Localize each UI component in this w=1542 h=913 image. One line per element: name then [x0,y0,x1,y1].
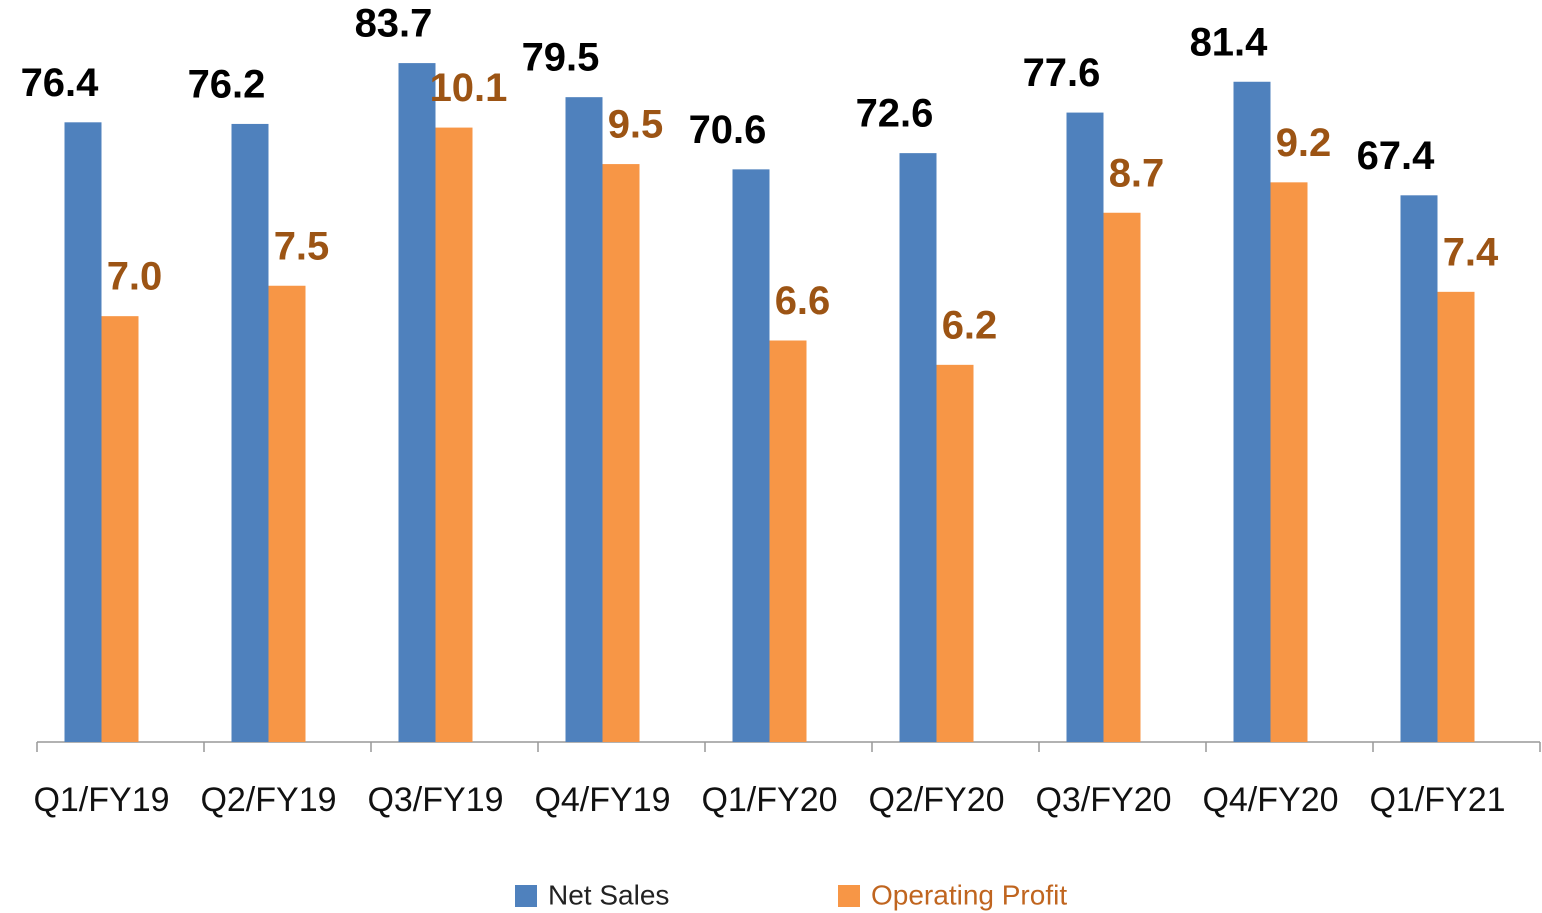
data-label: 6.2 [942,303,998,347]
x-tick-label: Q1/FY21 [1369,781,1505,819]
bar [435,127,473,743]
bar [1400,195,1438,743]
data-label: 9.2 [1276,121,1332,165]
x-tick-label: Q4/FY20 [1202,781,1338,819]
bar [1233,81,1271,742]
x-tick-label: Q3/FY20 [1035,781,1171,819]
data-label: 81.4 [1190,20,1269,64]
bar [64,122,102,743]
x-tick-label: Q1/FY20 [701,781,837,819]
data-label: 7.4 [1443,230,1499,274]
bar [1270,182,1308,743]
bar [565,97,603,742]
data-label: 72.6 [856,92,934,136]
x-tick-label: Q3/FY19 [367,781,503,819]
data-label: 79.5 [522,36,600,80]
data-label: 76.4 [21,61,100,105]
bar [101,316,139,742]
bar [769,340,807,742]
bar [268,285,306,742]
bar [1066,112,1104,743]
x-tick-label: Q2/FY19 [200,781,336,819]
data-label: 10.1 [430,66,508,110]
data-label: 83.7 [355,2,433,46]
data-label: 7.5 [274,224,330,268]
bar [899,153,937,743]
data-label: 70.6 [689,108,767,152]
data-label: 8.7 [1109,151,1165,195]
legend-label: Operating Profit [871,879,1067,910]
data-label: 7.0 [107,255,163,299]
bar [231,123,269,742]
bar [732,169,770,742]
data-label: 6.6 [775,279,831,323]
x-tick-label: Q4/FY19 [534,781,670,819]
x-tick-label: Q2/FY20 [868,781,1004,819]
bar [398,63,436,743]
bar [936,364,974,742]
legend-swatch [838,885,860,907]
data-label: 67.4 [1357,134,1436,178]
data-label: 9.5 [608,103,664,147]
data-label: 77.6 [1023,51,1101,95]
bar [1103,212,1141,742]
bar [602,164,640,743]
x-tick-label: Q1/FY19 [33,781,169,819]
bar [1437,291,1475,742]
data-label: 76.2 [188,62,266,106]
legend-swatch [515,885,537,907]
legend-label: Net Sales [548,879,669,910]
